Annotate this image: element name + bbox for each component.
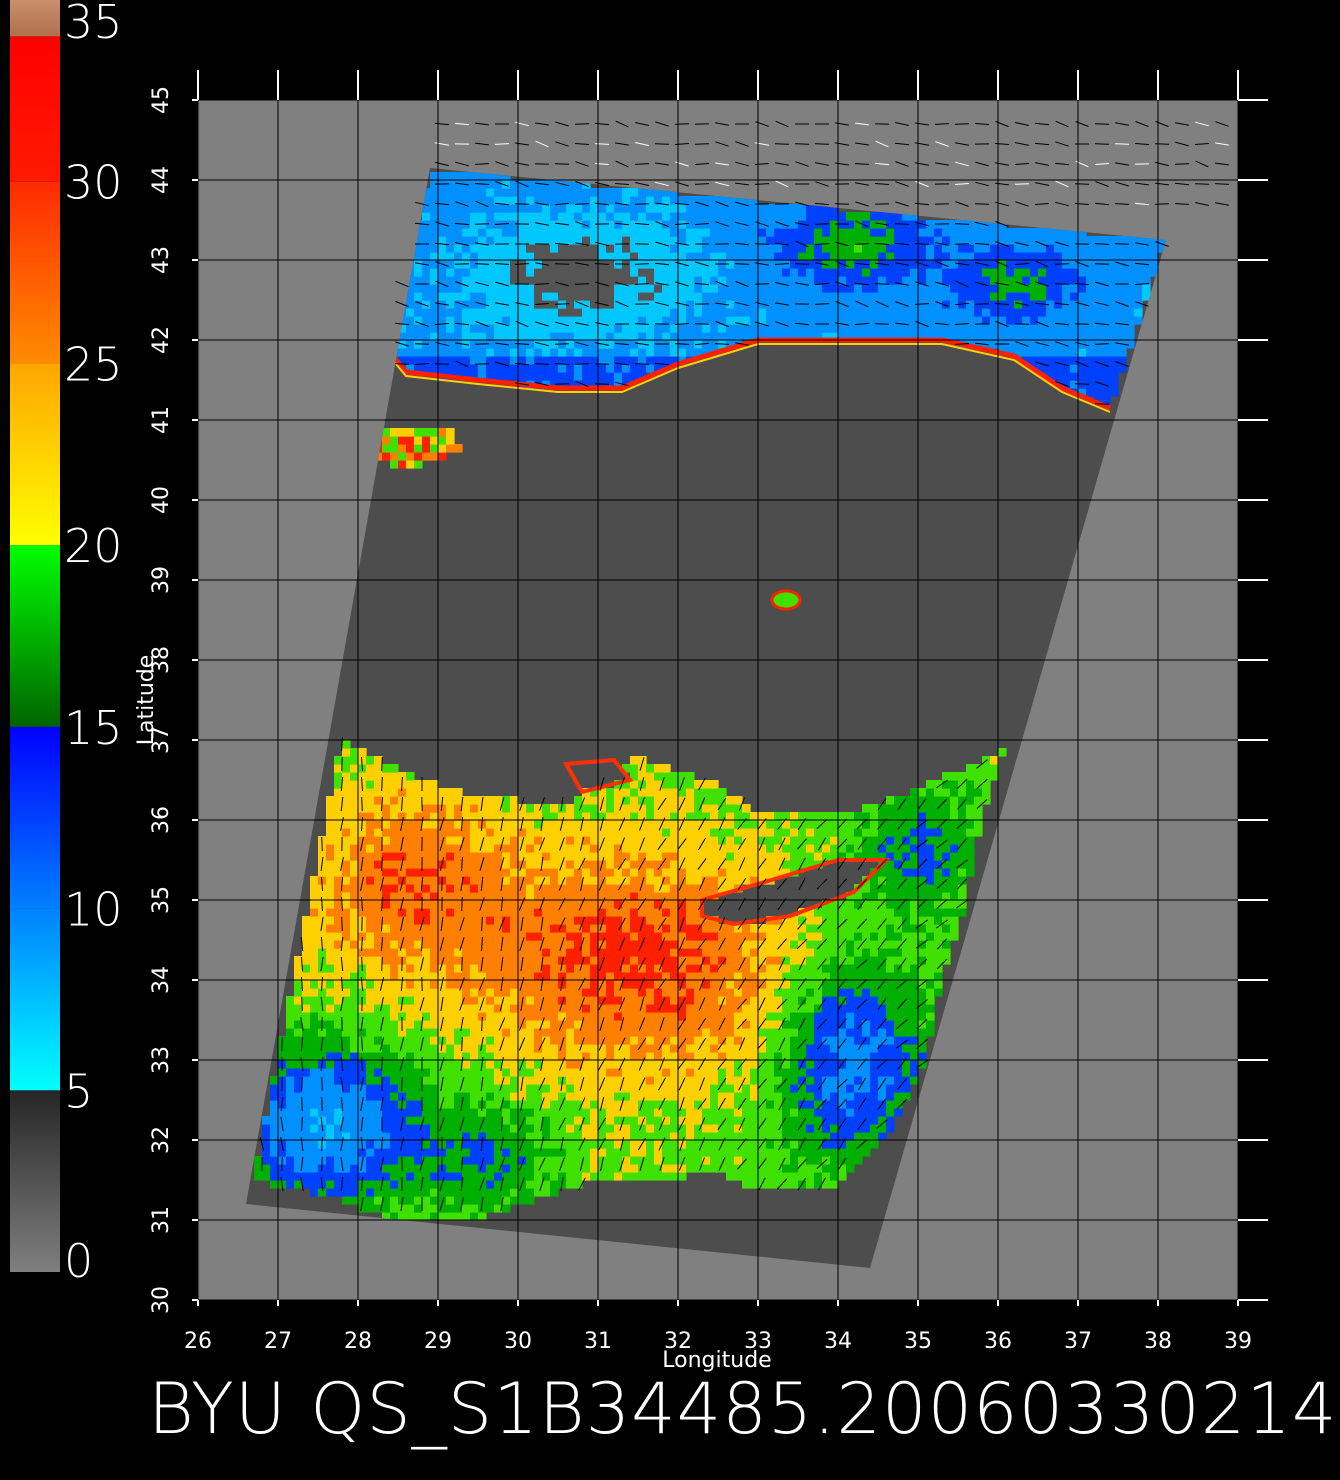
y-tick-label: 30 bbox=[149, 1286, 174, 1314]
colorbar-band bbox=[10, 908, 60, 1091]
coast-rim bbox=[384, 337, 1111, 411]
colorbar-band bbox=[10, 726, 60, 909]
y-tick-label: 34 bbox=[149, 966, 174, 994]
wind-vectors bbox=[259, 120, 1230, 1211]
axis-ticks bbox=[192, 70, 1268, 1306]
footer-title: BYU QS_S1B34485.20060330214 bbox=[148, 1368, 1338, 1450]
x-tick-label: 38 bbox=[1144, 1329, 1172, 1354]
y-tick-label: 42 bbox=[149, 326, 174, 354]
colorbar-tick-label: 10 bbox=[64, 883, 123, 937]
x-tick-label: 30 bbox=[504, 1329, 532, 1354]
x-tick-label: 33 bbox=[744, 1329, 772, 1354]
y-tick-label: 45 bbox=[149, 86, 174, 114]
x-tick-label: 37 bbox=[1064, 1329, 1092, 1354]
y-tick-label: 31 bbox=[149, 1206, 174, 1234]
y-tick-label: 32 bbox=[149, 1126, 174, 1154]
colorbar-band bbox=[10, 36, 60, 182]
colorbar-tick-label: 20 bbox=[64, 519, 123, 573]
x-tick-label: 28 bbox=[344, 1329, 372, 1354]
colorbar-band bbox=[10, 0, 60, 37]
colorbar: 0 5 10 15 20 25 30 35 bbox=[10, 0, 123, 1288]
y-tick-label: 35 bbox=[149, 886, 174, 914]
colorbar-tick-label: 0 bbox=[64, 1234, 93, 1288]
y-tick-label: 39 bbox=[149, 566, 174, 594]
x-tick-label: 34 bbox=[824, 1329, 852, 1354]
wind-hotspot bbox=[770, 589, 802, 611]
colorbar-band bbox=[10, 181, 60, 364]
y-tick-label: 36 bbox=[149, 806, 174, 834]
plot-area bbox=[197, 99, 1239, 1301]
colorbar-tick-label: 25 bbox=[64, 337, 123, 391]
x-axis-title: Longitude bbox=[662, 1348, 771, 1373]
x-tick-label: 26 bbox=[184, 1329, 212, 1354]
x-tick-label: 27 bbox=[264, 1329, 292, 1354]
x-tick-label: 29 bbox=[424, 1329, 452, 1354]
y-tick-label: 38 bbox=[149, 646, 174, 674]
x-tick-label: 36 bbox=[984, 1329, 1012, 1354]
colorbar-band bbox=[10, 363, 60, 546]
colorbar-tick-label: 5 bbox=[64, 1064, 93, 1118]
y-tick-label: 40 bbox=[149, 486, 174, 514]
y-tick-label: 43 bbox=[149, 246, 174, 274]
y-tick-label: 37 bbox=[149, 726, 174, 754]
x-tick-label: 31 bbox=[584, 1329, 612, 1354]
colorbar-band bbox=[10, 545, 60, 727]
axes: 26 27 28 29 30 31 32 33 34 35 36 37 38 39 30 31 32 33 34 35… bbox=[149, 70, 1268, 1354]
y-axis-title: Latitude bbox=[134, 655, 159, 746]
colorbar-tick-label: 35 bbox=[64, 0, 123, 49]
coast-rim bbox=[385, 343, 1111, 413]
x-tick-label: 32 bbox=[664, 1329, 692, 1354]
colorbar-tick-label: 15 bbox=[64, 701, 123, 755]
coast-rim bbox=[700, 858, 891, 927]
grid bbox=[197, 99, 1239, 1301]
y-tick-label: 41 bbox=[149, 406, 174, 434]
colorbar-tick-label: 30 bbox=[64, 156, 123, 210]
y-tick-label: 44 bbox=[149, 166, 174, 194]
x-tick-label: 39 bbox=[1224, 1329, 1252, 1354]
y-tick-label: 33 bbox=[149, 1046, 174, 1074]
colorbar-band bbox=[10, 1090, 60, 1272]
x-tick-label: 35 bbox=[904, 1329, 932, 1354]
